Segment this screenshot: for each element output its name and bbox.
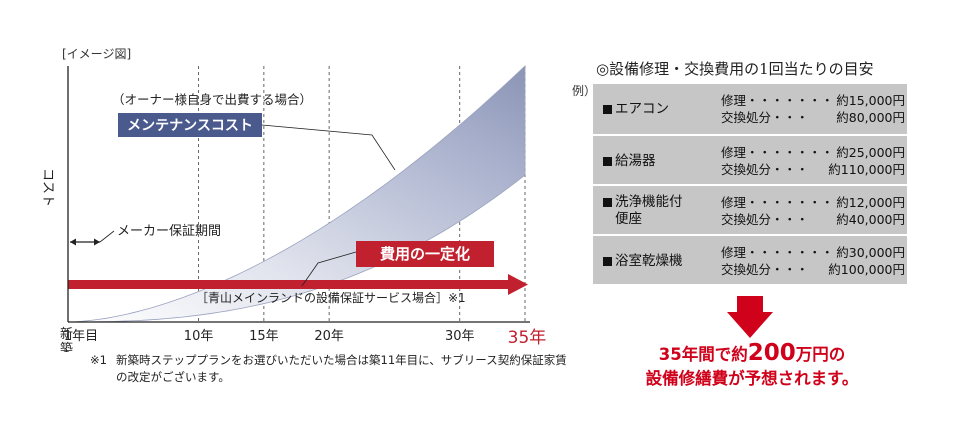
bullet-square-icon [603,156,612,166]
x-tick-label: 1年目 [64,329,98,344]
repair-label: 修理・・・・・・・ [721,245,834,260]
cost-comparison-chart: [イメージ図] コスト 新 築 1年目 10年 15年 20年 30年 35年 メーカー保… [40,47,546,352]
row-name-text: 給湯器 [615,152,656,169]
row-name: 浴室乾燥機 [603,236,711,286]
constant-cost-series-label: 費用の一定化 [380,245,470,263]
x-tick-label: 30年 [445,329,475,344]
repair-value: 約30,000円 [836,245,905,260]
repair-value: 約15,000円 [836,93,905,108]
cost-row-air-conditioner: エアコン 修理・・・・・・・ 約15,000円 交換処分・・・ 約80,000円 [593,84,907,134]
repair-label: 修理・・・・・・・ [721,93,834,108]
bullet-square-icon [603,104,612,114]
x-tick-label: 10年 [184,329,214,344]
cost-row-bathroom-dryer: 浴室乾燥機 修理・・・・・・・ 約30,000円 交換処分・・・ 約100,000円 [593,234,907,284]
row-name-text: エアコン [615,100,669,117]
footnote-text: 新築時ステッププランをお選びいただいた場合は築11年目に、サブリース契約保証家賃… [116,353,567,384]
warranty-period-label: メーカー保証期間 [117,224,221,239]
example-label: 例） [572,84,597,98]
row-name-text: 浴室乾燥機 [615,252,683,269]
replace-value: 約40,000円 [836,212,905,227]
repair-label: 修理・・・・・・・ [721,145,834,160]
row-values: 修理・・・・・・・ 約15,000円 交換処分・・・ 約80,000円 [721,92,905,126]
maintenance-series-label: メンテナンスコスト [127,118,253,134]
x-tick-label: 15年 [249,329,279,344]
image-label: [イメージ図] [62,47,131,61]
replace-value: 約100,000円 [828,262,905,277]
constant-cost-subtitle: ［青山メインランドの設備保証サービス場合］※1 [196,290,466,305]
replace-label: 交換処分・・・ [721,162,809,177]
row-name: 給湯器 [603,136,711,186]
summary-amount: 200 [747,340,796,366]
bullet-square-icon [603,198,612,207]
cost-table: エアコン 修理・・・・・・・ 約15,000円 交換処分・・・ 約80,000円 給… [593,84,907,284]
summary-text: 35年間で約200万円の 設備修繕費が予想されます。 [624,341,880,391]
x-origin-label: 新 築 [60,326,77,352]
row-name: エアコン [603,84,711,134]
cost-row-water-heater: 給湯器 修理・・・・・・・ 約25,000円 交換処分・・・ 約110,000円 [593,134,907,184]
summary-suffix: 万円の [795,345,846,364]
row-values: 修理・・・・・・・ 約12,000円 交換処分・・・ 約40,000円 [721,194,905,228]
repair-value: 約25,000円 [836,145,905,160]
bullet-square-icon [603,256,612,266]
replace-label: 交換処分・・・ [721,262,809,277]
constant-cost-label-box [356,241,494,267]
constant-cost-leader-line [301,251,357,287]
down-arrow-icon [727,296,773,338]
summary-prefix: 35年間で約 [658,345,748,364]
x-tick-label: 35年 [508,328,547,348]
cost-row-bidet-toilet: 洗浄機能付便座 修理・・・・・・・ 約12,000円 交換処分・・・ 約40,000… [593,184,907,234]
footnote-mark: ※1 [90,353,107,367]
constant-cost-arrow [68,274,528,295]
replace-label: 交換処分・・・ [721,212,809,227]
x-tick-labels: 1年目 10年 15年 20年 30年 35年 [64,328,546,348]
row-values: 修理・・・・・・・ 約25,000円 交換処分・・・ 約110,000円 [721,144,905,178]
repair-label: 修理・・・・・・・ [721,195,834,210]
maintenance-label-box [118,113,262,137]
row-values: 修理・・・・・・・ 約30,000円 交換処分・・・ 約100,000円 [721,244,905,278]
maintenance-subtitle: （オーナー様自身で出費する場合） [112,92,312,107]
row-name-text: 洗浄機能付便座 [615,194,683,227]
replace-label: 交換処分・・・ [721,110,809,125]
maintenance-leader-line [261,124,396,171]
row-name: 洗浄機能付便座 [603,186,711,244]
summary-line2: 設備修繕費が予想されます。 [645,369,859,388]
warranty-period-annotation: メーカー保証期間 [70,224,221,246]
y-axis-label: コスト [40,168,55,207]
repair-value: 約12,000円 [836,195,905,210]
replace-value: 約80,000円 [836,110,905,125]
replace-value: 約110,000円 [828,162,905,177]
x-tick-label: 20年 [314,329,344,344]
cost-panel-title: ◎設備修理・交換費用の1回当たりの目安 [596,60,874,78]
footnote: ※1 新築時ステッププランをお選びいただいた場合は築11年目に、サブリース契約保… [90,352,570,386]
